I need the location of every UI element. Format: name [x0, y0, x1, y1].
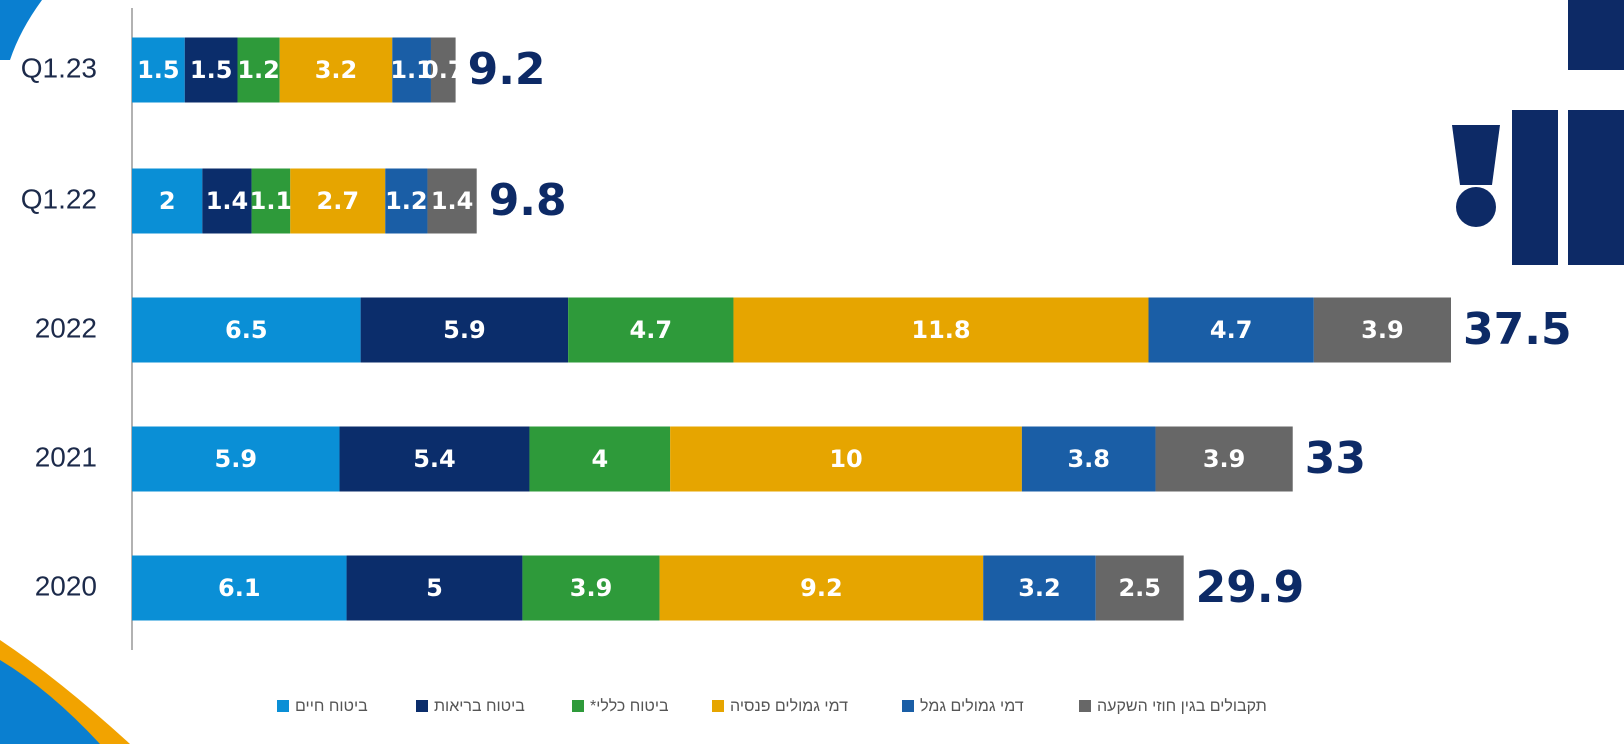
legend-swatch: [416, 700, 428, 712]
total-label: 37.5: [1463, 304, 1572, 355]
value-label: 5.9: [443, 316, 486, 344]
value-label: 4.7: [1210, 316, 1253, 344]
value-label: 0.7: [422, 56, 465, 84]
value-label: 11.8: [911, 316, 970, 344]
value-label: 6.5: [225, 316, 268, 344]
value-label: 3.2: [315, 56, 358, 84]
legend-swatch: [1079, 700, 1091, 712]
chart: Q1.231.51.51.23.21.10.79.2Q1.2221.41.12.…: [0, 0, 1624, 744]
value-label: 6.1: [218, 574, 261, 602]
legend-label: דמי גמולים פנסיה: [730, 697, 848, 715]
value-label: 5.9: [215, 445, 258, 473]
legend-swatch: [277, 700, 289, 712]
total-label: 9.2: [468, 44, 546, 95]
legend-label: ביטוח בריאות: [434, 698, 525, 715]
value-label: 5.4: [413, 445, 456, 473]
value-label: 2.5: [1118, 574, 1161, 602]
value-label: 1.4: [206, 187, 249, 215]
value-label: 9.2: [800, 574, 843, 602]
decor-corner: [0, 0, 42, 60]
value-label: 3.2: [1018, 574, 1061, 602]
value-label: 1.4: [431, 187, 474, 215]
value-label: 3.9: [1203, 445, 1246, 473]
y-tick-label: 2022: [35, 312, 97, 343]
decor-corner: [0, 660, 100, 744]
value-label: 1.1: [250, 187, 293, 215]
value-label: 1.5: [190, 56, 233, 84]
total-label: 33: [1305, 433, 1366, 484]
value-label: 4: [591, 445, 608, 473]
legend-label: תקבולים בגין חוזי השקעה: [1097, 697, 1267, 715]
value-label: 10: [829, 445, 862, 473]
value-label: 3.9: [570, 574, 613, 602]
legend-label: דמי גמולים גמל: [920, 697, 1024, 715]
legend-swatch: [902, 700, 914, 712]
value-label: 4.7: [630, 316, 673, 344]
value-label: 5: [426, 574, 443, 602]
value-label: 3.9: [1361, 316, 1404, 344]
y-tick-label: Q1.22: [21, 183, 97, 214]
legend-swatch: [572, 700, 584, 712]
value-label: 2.7: [317, 187, 360, 215]
value-label: 3.8: [1067, 445, 1110, 473]
decor-mark: [1452, 0, 1624, 265]
y-tick-label: 2021: [35, 441, 97, 472]
legend-label: ביטוח חיים: [295, 698, 368, 715]
y-tick-label: 2020: [35, 570, 97, 601]
total-label: 29.9: [1196, 562, 1305, 613]
total-label: 9.8: [489, 175, 567, 226]
y-tick-label: Q1.23: [21, 52, 97, 83]
legend-label: ביטוח כללי*: [590, 697, 669, 715]
value-label: 1.5: [137, 56, 180, 84]
value-label: 1.2: [385, 187, 428, 215]
value-label: 1.2: [237, 56, 280, 84]
legend-swatch: [712, 700, 724, 712]
value-label: 2: [159, 187, 176, 215]
